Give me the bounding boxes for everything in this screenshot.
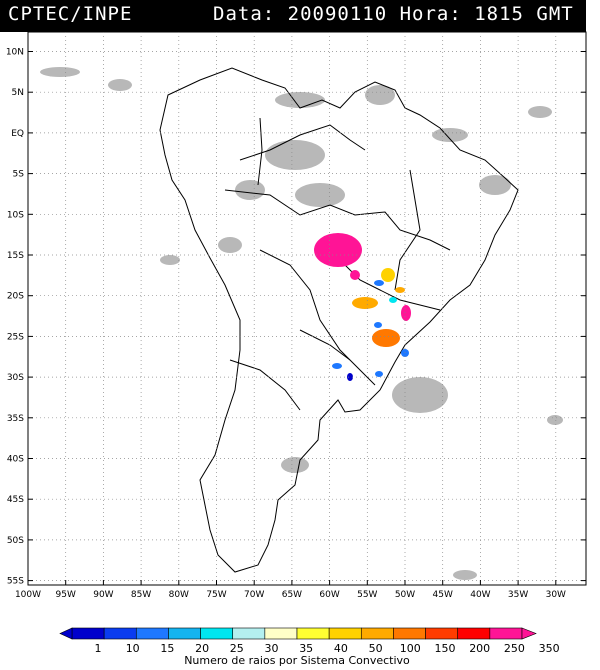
colorbar-tick-label: 200 xyxy=(469,642,490,655)
colorbar-segment xyxy=(103,627,137,640)
lat-label: 25S xyxy=(7,332,24,342)
lat-label: 40S xyxy=(7,455,24,465)
colorbar-tick-label: 20 xyxy=(195,642,209,655)
colorbar-tick-label: 35 xyxy=(299,642,313,655)
lat-label: EQ xyxy=(11,129,24,139)
source-label: CPTEC/INPE xyxy=(8,3,133,25)
lat-label: 5S xyxy=(13,170,25,180)
colorbar-tick-label: 50 xyxy=(369,642,383,655)
colorbar: 1 10 15 20 25 30 35 40 50 100 150 200 250 350 xyxy=(59,627,560,655)
colorbar-tick-label: 25 xyxy=(230,642,244,655)
lat-label: 35S xyxy=(7,414,24,424)
colorbar-tick-label: 40 xyxy=(334,642,348,655)
colorbar-tick-label: 15 xyxy=(160,642,174,655)
colorbar-segment xyxy=(264,627,298,640)
lon-label: 40W xyxy=(470,590,490,600)
colorbar-segment xyxy=(328,627,362,640)
colorbar-segment xyxy=(489,627,523,640)
lon-label: 35W xyxy=(508,590,528,600)
lat-label: 30S xyxy=(7,373,24,383)
lat-label: 55S xyxy=(7,577,24,587)
colorbar-segment xyxy=(200,627,234,640)
lat-label: 45S xyxy=(7,495,24,505)
colorbar-segment xyxy=(296,627,330,640)
colorbar-segment xyxy=(71,627,105,640)
lon-label: 75W xyxy=(206,590,226,600)
colorbar-segment xyxy=(457,627,491,640)
header-bar: CPTEC/INPE Data: 20090110 Hora: 1815 GMT xyxy=(0,0,586,32)
coastlines-and-borders xyxy=(159,67,519,573)
lat-label: 20S xyxy=(7,292,24,302)
lon-label: 50W xyxy=(395,590,415,600)
lat-lon-grid xyxy=(28,32,586,585)
colorbar-segment xyxy=(425,627,459,640)
lon-label: 60W xyxy=(319,590,339,600)
lon-label: 55W xyxy=(357,590,377,600)
colorbar-tick-label: 100 xyxy=(400,642,421,655)
convective-systems xyxy=(314,233,411,381)
plot-frame xyxy=(27,31,587,586)
colorbar-title: Numero de raios por Sistema Convectivo xyxy=(184,654,410,667)
lon-label: 85W xyxy=(131,590,151,600)
lat-label: 10N xyxy=(6,48,24,58)
lon-label: 80W xyxy=(169,590,189,600)
lon-label: 65W xyxy=(282,590,302,600)
lon-label: 100W xyxy=(15,590,41,600)
colorbar-tick-label: 350 xyxy=(539,642,560,655)
colorbar-left-arrow xyxy=(59,627,73,640)
lon-label: 45W xyxy=(433,590,453,600)
colorbar-segment xyxy=(360,627,394,640)
lon-label: 95W xyxy=(56,590,76,600)
colorbar-right-arrow xyxy=(521,627,537,640)
colorbar-segment xyxy=(393,627,426,640)
colorbar-tick-label: 30 xyxy=(265,642,279,655)
cluster-magenta-large xyxy=(314,233,362,267)
lat-label: 50S xyxy=(7,536,24,546)
cloud-cover xyxy=(40,67,563,580)
map-axes: 10N 5N EQ 5S 10S 15S 20S 25S 30S 35S 40S 45S 50S 55S 1… xyxy=(6,48,586,600)
datetime-label: Data: 20090110 Hora: 1815 GMT xyxy=(213,3,574,25)
lon-label: 30W xyxy=(546,590,566,600)
colorbar-segment xyxy=(168,627,201,640)
lat-label: 15S xyxy=(7,251,24,261)
colorbar-tick-label: 10 xyxy=(126,642,140,655)
lat-label: 5N xyxy=(12,88,24,98)
colorbar-segment xyxy=(232,627,266,640)
lat-label: 10S xyxy=(7,210,24,220)
colorbar-tick-label: 1 xyxy=(95,642,102,655)
lon-label: 70W xyxy=(244,590,264,600)
colorbar-tick-label: 250 xyxy=(504,642,525,655)
lon-label: 90W xyxy=(93,590,113,600)
colorbar-segment xyxy=(135,627,169,640)
colorbar-tick-label: 150 xyxy=(435,642,456,655)
